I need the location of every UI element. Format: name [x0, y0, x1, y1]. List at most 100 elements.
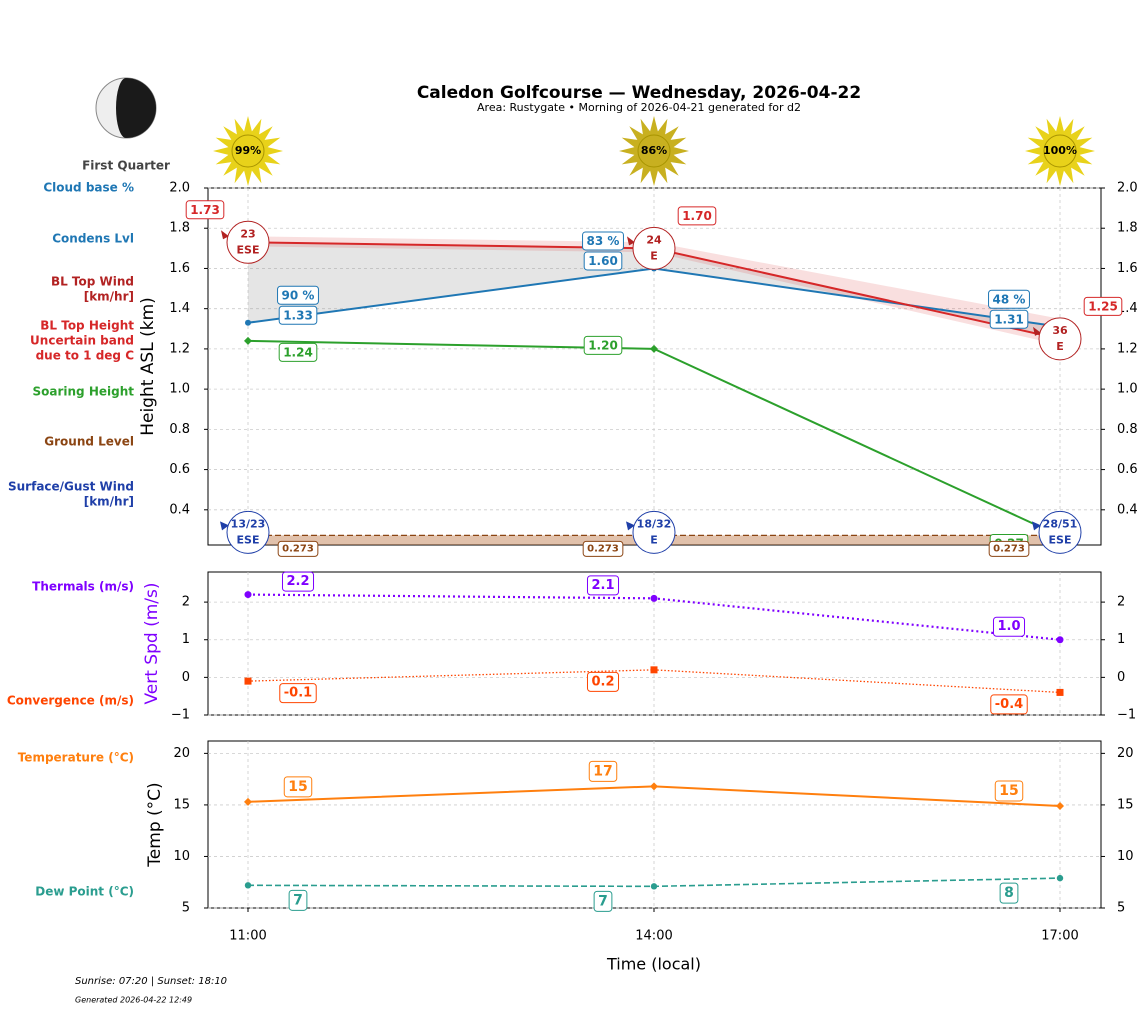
- dewpoint-label-box: [999, 882, 1019, 904]
- surface-wind-marker: [226, 510, 270, 554]
- thermals-label-box: [281, 571, 315, 592]
- convergence-label: -0.4: [995, 697, 1023, 712]
- series-name: Convergence (m/s): [7, 694, 134, 708]
- y-tick-label: −1: [171, 708, 190, 723]
- surface-wind-direction: E: [650, 533, 658, 546]
- cloud-layer-fill: [248, 242, 1060, 339]
- dewpoint-marker: [1056, 874, 1064, 882]
- temperature-label: 17: [593, 763, 612, 779]
- uncertainty-band: [248, 236, 1060, 345]
- moon-icon: [95, 77, 157, 139]
- moon-phase: First Quarter: [82, 159, 170, 173]
- y2-tick-label: 0.6: [1117, 462, 1138, 477]
- surface-wind-direction: ESE: [237, 533, 260, 546]
- y2-tick-label: −1: [1117, 708, 1136, 723]
- convergence-label-box: [990, 694, 1028, 715]
- x-axis-label: Time (local): [606, 955, 701, 974]
- sun-label: 86%: [641, 144, 667, 157]
- x-tick-label: 11:00: [229, 929, 266, 944]
- bl-top-label: 1.70: [682, 209, 712, 223]
- bl-wind-direction: E: [650, 249, 658, 262]
- dewpoint-label: 7: [293, 892, 303, 908]
- series-name: due to 1 deg C: [36, 349, 135, 363]
- thermals-label: 1.0: [997, 619, 1020, 634]
- y-tick-label: 20: [173, 746, 190, 761]
- thermals-label: 2.2: [286, 574, 309, 589]
- bl-wind-speed: 23: [240, 227, 255, 240]
- y2-tick-label: 1.6: [1117, 261, 1138, 276]
- wind-arrow: [626, 521, 635, 531]
- y-tick-label: 2: [182, 595, 190, 610]
- series-name: Dew Point (°C): [35, 885, 134, 899]
- temperature-label-box: [994, 780, 1024, 802]
- y-tick-label: 0.4: [169, 502, 190, 517]
- y2-tick-label: 5: [1117, 901, 1125, 916]
- sun-label: 99%: [235, 144, 261, 157]
- series-name: Thermals (m/s): [32, 580, 134, 594]
- y-axis-label: Height ASL (km): [138, 297, 158, 436]
- soaring-label: 1.20: [588, 338, 618, 352]
- temperature-marker: [244, 797, 252, 806]
- dewpoint-marker: [650, 883, 658, 890]
- ground-label-box: [277, 540, 319, 557]
- series-name: Cloud base %: [43, 181, 134, 195]
- soaring-label-box: [583, 335, 623, 355]
- bl-wind-marker: [1038, 317, 1082, 361]
- series-name: [km/hr]: [84, 290, 134, 304]
- cloud-base-label: 48 %: [993, 292, 1026, 306]
- thermals-label: 2.1: [591, 578, 614, 593]
- soaring-marker: [244, 336, 252, 345]
- convergence-label-box: [586, 671, 620, 692]
- condens-label-box: [989, 309, 1029, 329]
- convergence-label-box: [279, 683, 317, 704]
- wind-arrow: [220, 521, 229, 531]
- y2-tick-label: 1.0: [1117, 382, 1138, 397]
- y2-tick-label: 10: [1117, 849, 1134, 864]
- y2-tick-label: 0.8: [1117, 422, 1138, 437]
- temperature-label: 15: [999, 783, 1018, 799]
- dewpoint-label-box: [593, 890, 613, 912]
- surface-wind-marker: [632, 510, 676, 554]
- y2-tick-label: 0: [1117, 670, 1125, 685]
- moon-shadow: [116, 78, 156, 138]
- ground-label: 0.273: [993, 543, 1025, 554]
- surface-wind-direction: ESE: [1049, 533, 1072, 546]
- wind-arrow: [1033, 326, 1041, 336]
- y2-tick-label: 20: [1117, 746, 1134, 761]
- y-tick-label: 0: [182, 670, 190, 685]
- bl-wind-marker: [632, 226, 676, 270]
- y-tick-label: 10: [173, 849, 190, 864]
- cloud-base-label-box: [988, 289, 1030, 309]
- ground-label: 0.273: [282, 543, 314, 554]
- thermals-label-box: [992, 616, 1026, 637]
- bl-wind-direction: ESE: [237, 243, 260, 256]
- y-tick-label: 1.8: [169, 221, 190, 236]
- surface-wind-speed: 28/51: [1043, 517, 1078, 530]
- y-tick-label: 1.2: [169, 341, 190, 356]
- thermals-marker: [244, 591, 252, 599]
- condens-label: 1.31: [994, 312, 1024, 326]
- bl-top-label-box: [677, 206, 717, 226]
- condens-label: 1.60: [588, 254, 618, 268]
- thermals-label-box: [586, 575, 620, 596]
- temperature-label-box: [283, 776, 313, 798]
- bl-wind-direction: E: [1056, 340, 1064, 353]
- y2-tick-label: 1.8: [1117, 221, 1138, 236]
- y-tick-label: 0.6: [169, 462, 190, 477]
- y-axis-label: Vert Spd (m/s): [142, 582, 162, 704]
- bl-wind-marker: [226, 220, 270, 264]
- bl-wind-speed: 24: [646, 233, 662, 246]
- series-name: BL Top Wind: [51, 275, 134, 289]
- x-tick-label: 17:00: [1041, 929, 1078, 944]
- convergence-label: 0.2: [591, 674, 614, 689]
- cloud-base-label: 90 %: [282, 288, 315, 302]
- y-tick-label: 2.0: [169, 181, 190, 196]
- temperature-marker: [1056, 801, 1064, 810]
- chart-subtitle: Area: Rustygate • Morning of 2026-04-21 …: [477, 101, 801, 114]
- sun-disc: [637, 134, 671, 168]
- condens-label-box: [583, 251, 623, 271]
- cloud-base-label-box: [582, 231, 624, 251]
- dewpoint-label: 7: [598, 893, 608, 909]
- y2-tick-label: 2: [1117, 595, 1125, 610]
